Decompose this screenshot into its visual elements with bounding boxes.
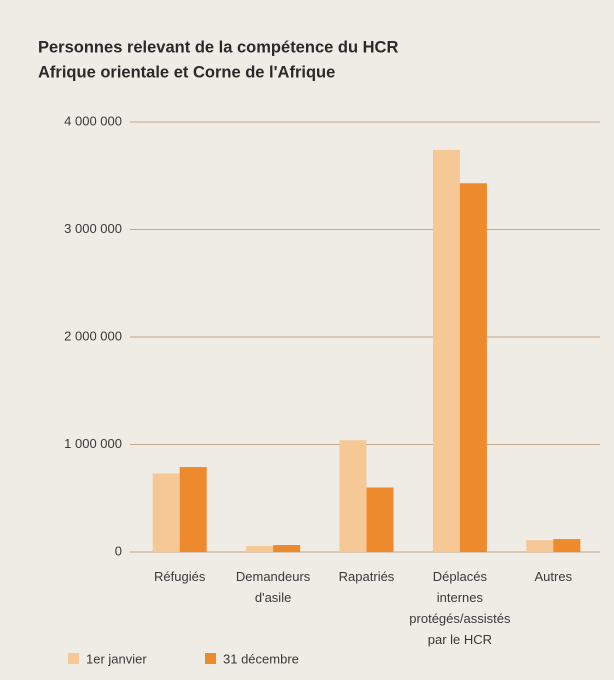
y-tick-label: 1 000 000 xyxy=(64,436,122,451)
y-tick-label: 0 xyxy=(115,543,122,558)
legend-label: 1er janvier xyxy=(86,651,147,666)
legend-swatch xyxy=(205,653,216,664)
bar xyxy=(339,440,367,552)
chart-title: Personnes relevant de la compétence du H… xyxy=(38,38,398,56)
bar xyxy=(366,487,394,552)
x-tick-label: Déplacés internes protégés/assistés par … xyxy=(409,569,511,647)
x-tick-label: Réfugiés xyxy=(154,569,206,584)
x-tick-label: Demandeurs d'asile xyxy=(235,569,311,605)
x-tick-label: Autres xyxy=(534,569,573,584)
chart-subtitle: Afrique orientale et Corne de l'Afrique xyxy=(38,63,335,81)
bar xyxy=(246,546,274,552)
bar xyxy=(152,473,180,552)
bar xyxy=(273,545,301,552)
bar xyxy=(179,467,207,552)
legend-swatch xyxy=(68,653,79,664)
bar xyxy=(432,149,460,552)
y-tick-label: 3 000 000 xyxy=(64,221,122,236)
y-tick-label: 4 000 000 xyxy=(64,113,122,128)
bar xyxy=(459,183,487,552)
y-tick-label: 2 000 000 xyxy=(64,328,122,343)
x-tick-label: Rapatriés xyxy=(338,569,395,584)
legend-label: 31 décembre xyxy=(223,651,299,666)
bar xyxy=(526,540,554,552)
bar xyxy=(553,539,581,552)
